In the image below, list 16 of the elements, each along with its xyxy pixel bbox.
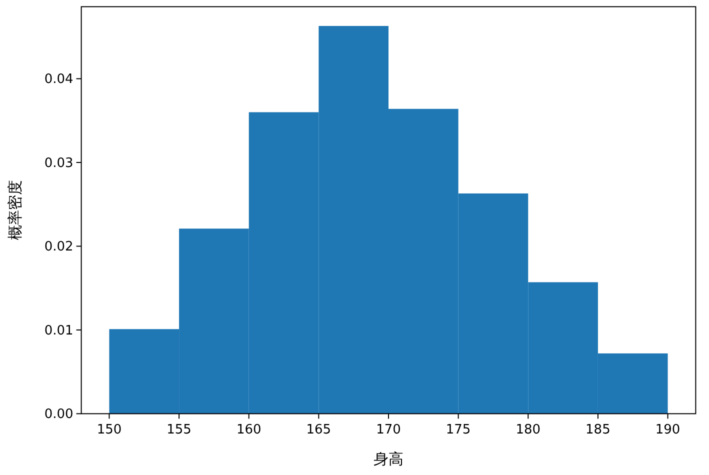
x-tick-label: 185 xyxy=(586,422,610,438)
x-tick-label: 155 xyxy=(166,422,192,438)
x-tick-label: 165 xyxy=(306,422,332,438)
x-tick-label: 150 xyxy=(96,422,122,438)
y-tick-label: 0.00 xyxy=(44,407,74,422)
y-tick-label: 0.04 xyxy=(44,72,74,88)
y-axis-title: 概率密度 xyxy=(6,180,24,240)
x-tick-label: 190 xyxy=(655,422,680,438)
x-tick-label: 160 xyxy=(236,422,262,438)
x-tick-label: 170 xyxy=(376,422,401,438)
y-tick-label: 0.01 xyxy=(44,323,74,338)
x-tick-label: 175 xyxy=(446,422,471,438)
y-tick-label: 0.03 xyxy=(44,156,74,171)
x-tick-label: 180 xyxy=(516,422,541,438)
x-axis-title: 身高 xyxy=(374,450,404,468)
y-tick-label: 0.02 xyxy=(44,240,74,255)
